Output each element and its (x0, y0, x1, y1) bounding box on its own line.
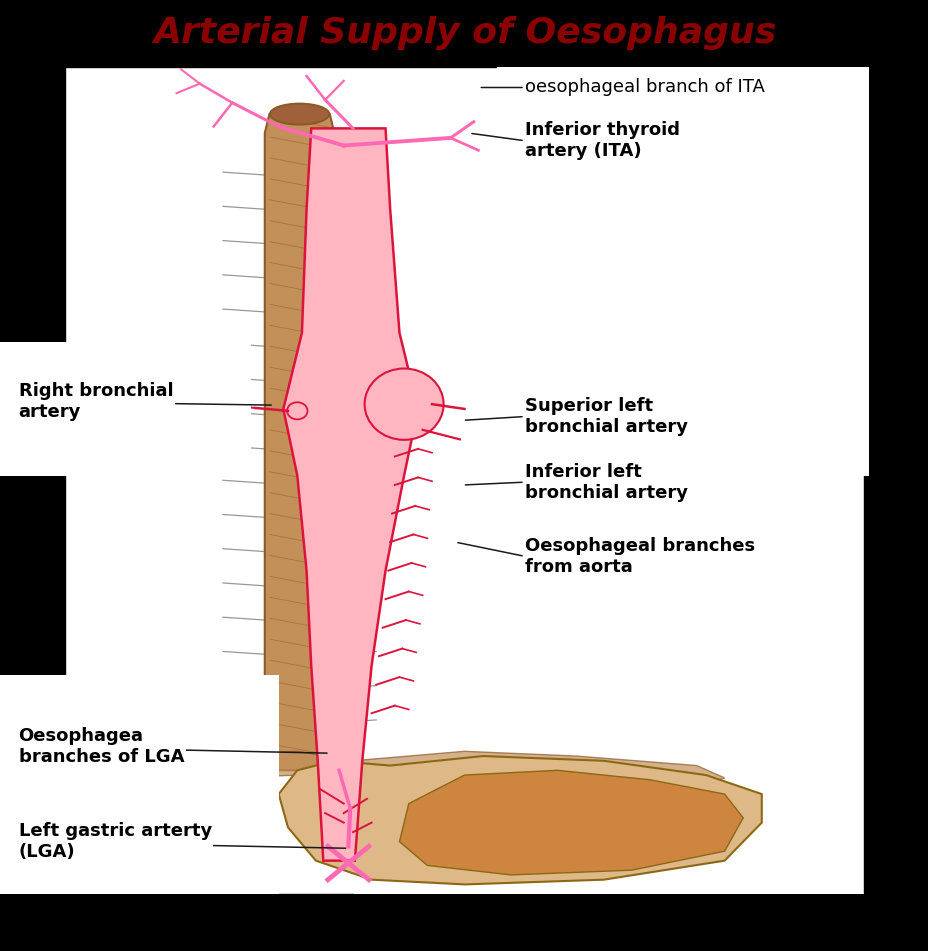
Polygon shape (0, 0, 928, 67)
Text: Oesophageal branches
from aorta: Oesophageal branches from aorta (524, 537, 754, 575)
Text: Superior left
bronchial artery: Superior left bronchial artery (524, 398, 687, 436)
Text: Arterial Supply of Oesophagus: Arterial Supply of Oesophagus (153, 16, 775, 50)
Ellipse shape (270, 104, 329, 125)
Ellipse shape (287, 402, 307, 419)
FancyBboxPatch shape (65, 67, 863, 894)
Text: oesophageal branch of ITA: oesophageal branch of ITA (524, 79, 764, 96)
Text: Inferior thyroid
artery (ITA): Inferior thyroid artery (ITA) (524, 122, 679, 160)
Polygon shape (0, 0, 65, 894)
Polygon shape (863, 76, 928, 951)
FancyBboxPatch shape (496, 76, 868, 475)
Polygon shape (399, 770, 742, 875)
FancyBboxPatch shape (496, 67, 868, 119)
Polygon shape (264, 114, 334, 770)
Ellipse shape (364, 369, 444, 440)
Polygon shape (0, 894, 353, 951)
Polygon shape (278, 756, 761, 884)
FancyBboxPatch shape (0, 675, 278, 894)
Text: Right bronchial
artery: Right bronchial artery (19, 382, 173, 420)
FancyBboxPatch shape (0, 342, 251, 476)
Text: Oesophagea
branches of LGA: Oesophagea branches of LGA (19, 728, 184, 766)
Polygon shape (139, 751, 724, 789)
Text: Inferior left
bronchial artery: Inferior left bronchial artery (524, 463, 687, 501)
Polygon shape (283, 128, 418, 861)
Text: Left gastric arterty
(LGA): Left gastric arterty (LGA) (19, 823, 212, 861)
